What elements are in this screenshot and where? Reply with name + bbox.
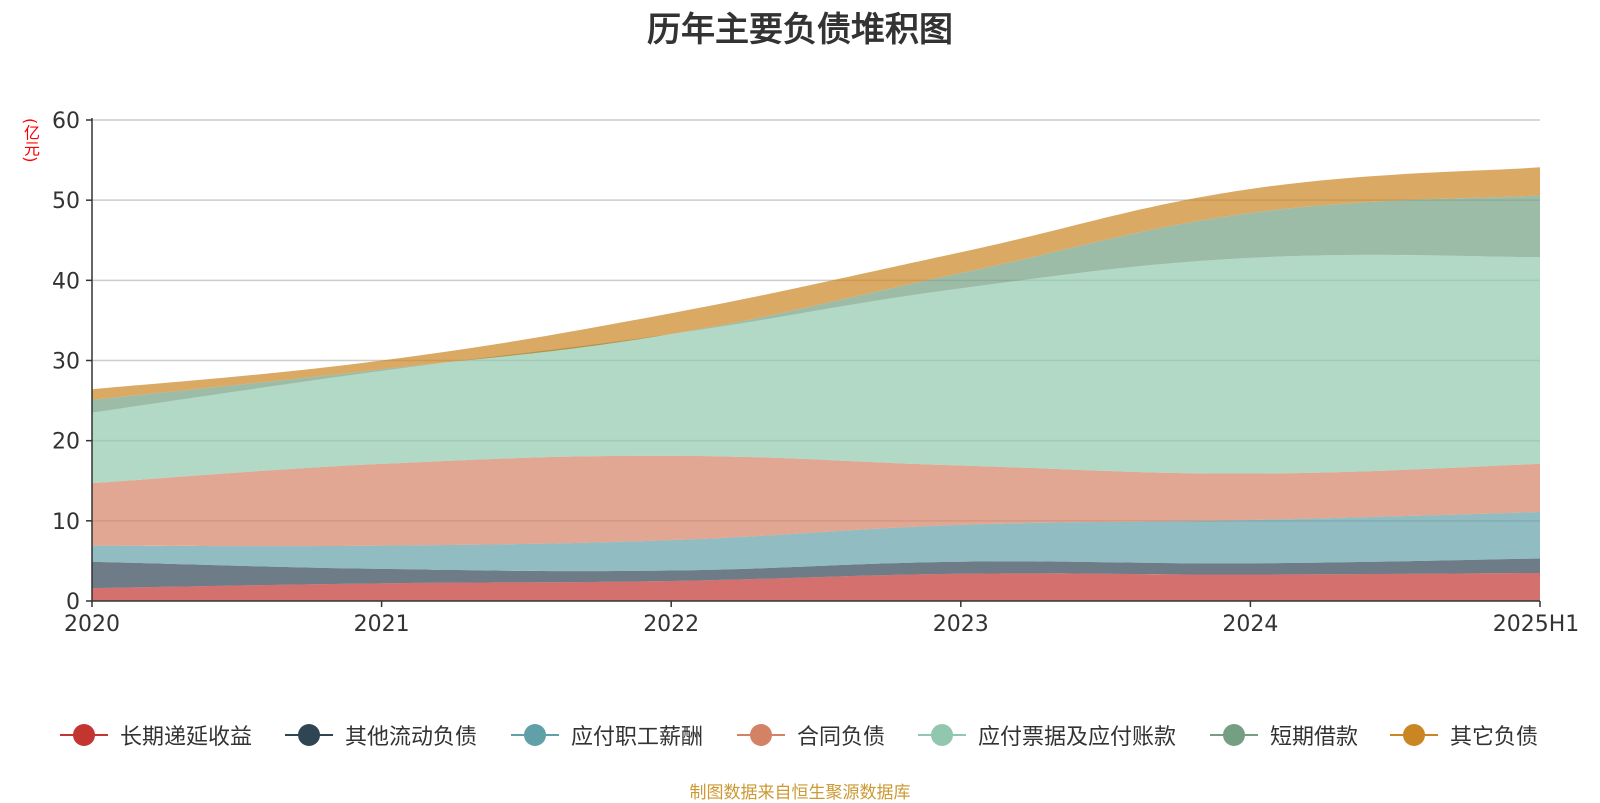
legend-marker-icon bbox=[285, 722, 333, 748]
legend-dot bbox=[750, 724, 772, 746]
legend-item-contract-liabilities[interactable]: 合同负债 bbox=[737, 718, 885, 752]
legend-dot bbox=[1223, 724, 1245, 746]
legend-label: 应付职工薪酬 bbox=[571, 725, 704, 750]
y-tick-label: 60 bbox=[52, 109, 80, 134]
legend-item-short-term-borrowings[interactable]: 短期借款 bbox=[1210, 718, 1358, 752]
legend-label: 其它负债 bbox=[1450, 725, 1539, 750]
y-tick-label: 40 bbox=[52, 269, 80, 294]
y-tick-label: 50 bbox=[52, 189, 80, 214]
legend-dot bbox=[1403, 724, 1425, 746]
x-tick-label: 2021 bbox=[354, 612, 410, 637]
legend-label: 应付票据及应付账款 bbox=[978, 725, 1177, 750]
legend-marker-icon bbox=[60, 722, 108, 748]
y-tick-label: 0 bbox=[66, 590, 80, 615]
legend-item-payroll-payable[interactable]: 应付职工薪酬 bbox=[511, 718, 703, 752]
area-series-6 bbox=[92, 167, 1540, 400]
y-tick-label: 20 bbox=[52, 430, 80, 455]
y-axis-unit-label: (亿元) bbox=[21, 118, 40, 163]
legend-dot bbox=[524, 724, 546, 746]
legend-dot bbox=[931, 724, 953, 746]
legend-item-notes-and-accounts-payable[interactable]: 应付票据及应付账款 bbox=[918, 718, 1176, 752]
area-series-4 bbox=[92, 254, 1540, 484]
legend: 长期递延收益 其他流动负债 应付职工薪酬 合同负债 应付票据及应付账款 短期借款… bbox=[0, 718, 1600, 752]
chart-title: 历年主要负债堆积图 bbox=[647, 10, 953, 50]
legend-marker-icon bbox=[1390, 722, 1438, 748]
legend-label: 长期递延收益 bbox=[120, 725, 253, 750]
x-tick-label: 2024 bbox=[1222, 612, 1278, 637]
area-series-5 bbox=[92, 195, 1540, 413]
legend-marker-icon bbox=[1210, 722, 1258, 748]
x-tick-label: 2023 bbox=[933, 612, 989, 637]
x-tick-label: 2022 bbox=[643, 612, 699, 637]
area-series-3 bbox=[92, 455, 1540, 547]
legend-item-long-term-deferred-income[interactable]: 长期递延收益 bbox=[60, 718, 252, 752]
legend-item-other-liabilities[interactable]: 其它负债 bbox=[1390, 718, 1538, 752]
legend-marker-icon bbox=[511, 722, 559, 748]
x-tick-label: 2025H1 bbox=[1493, 612, 1580, 637]
legend-label: 其他流动负债 bbox=[345, 725, 478, 750]
area-series-0 bbox=[92, 572, 1540, 601]
area-series-2 bbox=[92, 512, 1540, 572]
legend-marker-icon bbox=[737, 722, 785, 748]
legend-marker-icon bbox=[918, 722, 966, 748]
y-tick-label: 30 bbox=[52, 350, 80, 375]
y-tick-label: 10 bbox=[52, 510, 80, 535]
source-note: 制图数据来自恒生聚源数据库 bbox=[689, 783, 911, 803]
legend-dot bbox=[298, 724, 320, 746]
area-series-1 bbox=[92, 558, 1540, 589]
legend-dot bbox=[73, 724, 95, 746]
legend-label: 合同负债 bbox=[797, 725, 886, 750]
legend-item-other-current-liabilities[interactable]: 其他流动负债 bbox=[285, 718, 477, 752]
legend-label: 短期借款 bbox=[1270, 725, 1359, 750]
x-tick-label: 2020 bbox=[64, 612, 120, 637]
